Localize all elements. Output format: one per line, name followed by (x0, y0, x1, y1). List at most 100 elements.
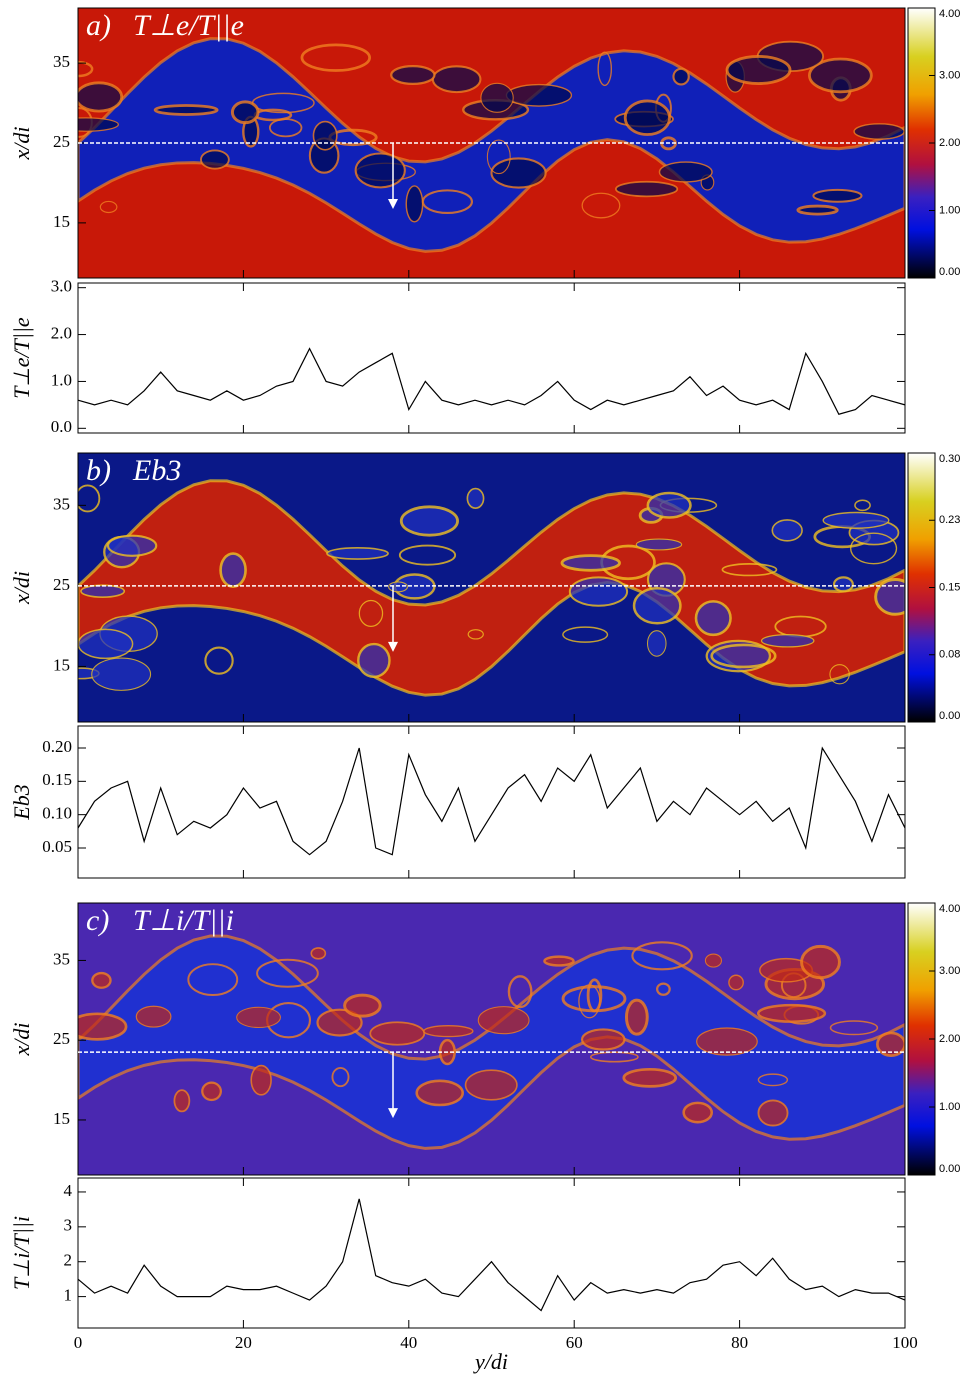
x-tick-label: 80 (731, 1333, 748, 1352)
vortex (623, 99, 671, 136)
vortex (200, 149, 230, 170)
y-tick-label: 3.0 (51, 277, 72, 296)
vortex (106, 534, 158, 557)
vortex (850, 532, 898, 565)
vortex (256, 958, 319, 988)
data-line (77, 1198, 906, 1312)
y-axis-label: Eb3 (9, 784, 34, 820)
y-tick-label: 4 (64, 1181, 73, 1200)
colorbar-tick-label: 1.00 (939, 1101, 960, 1113)
vortex (230, 100, 260, 125)
y-tick-label: 15 (53, 655, 70, 674)
panel-label: b) (86, 454, 111, 487)
colorbar-tick-label: 0.08 (939, 649, 960, 661)
vortex (560, 554, 621, 572)
vortex (615, 180, 679, 198)
data-line (77, 347, 906, 415)
vortex (622, 1067, 678, 1088)
y-tick-label: 0.15 (42, 770, 72, 789)
y-tick-label: 25 (53, 132, 70, 151)
vortex (78, 1012, 128, 1041)
vortex (486, 139, 511, 175)
vortex (728, 974, 744, 991)
vortex (829, 664, 850, 685)
data-line (77, 746, 906, 856)
vortex (399, 505, 459, 537)
vortex (672, 67, 690, 86)
vortex (78, 484, 101, 513)
vortex (854, 499, 871, 512)
vortex (656, 982, 671, 996)
vortex (562, 626, 609, 643)
vortex (357, 642, 391, 679)
arrow-head (388, 199, 398, 209)
vortex (431, 65, 482, 94)
vortex (78, 117, 119, 132)
colorbar-tick-label: 2.00 (939, 1033, 960, 1045)
vortex (597, 51, 613, 87)
vortex (568, 576, 629, 607)
x-tick-label: 40 (400, 1333, 417, 1352)
mixing-layer (78, 934, 905, 1150)
heatmap-image (78, 8, 905, 278)
y-tick-label: 35 (53, 494, 70, 513)
vortex (829, 1020, 879, 1036)
mixing-layer (78, 37, 905, 253)
vortex (578, 984, 601, 1019)
y-tick-label: 35 (53, 52, 70, 71)
y-tick-label: 0.20 (42, 737, 72, 756)
vortex (796, 204, 839, 216)
vortex (467, 629, 484, 640)
x-axis-label: y/di (473, 1349, 508, 1374)
colorbar-tick-label: 2.00 (939, 137, 960, 149)
vortex (423, 1025, 474, 1038)
frame (77, 1177, 906, 1329)
y-tick-label: 0.05 (42, 837, 72, 856)
vortex (405, 185, 424, 223)
y-axis-label: x/di (9, 127, 34, 161)
vortex (99, 200, 118, 214)
vortex (696, 1027, 758, 1056)
y-tick-label: 1 (64, 1286, 73, 1305)
y-tick-label: 15 (53, 212, 70, 231)
vortex (874, 577, 905, 616)
vortex (135, 1005, 172, 1028)
colorbar-tick-label: 1.00 (939, 204, 960, 216)
vortex (477, 1006, 530, 1035)
vortex (80, 584, 126, 599)
frame (77, 452, 906, 723)
vortex (632, 586, 682, 625)
vortex (694, 600, 732, 637)
x-tick-label: 0 (74, 1333, 83, 1352)
vortex (757, 1073, 789, 1087)
colorbar-tick-label: 3.00 (939, 965, 960, 977)
vortex (771, 519, 803, 542)
heatmap-image (78, 903, 905, 1175)
y-tick-label: 2.0 (51, 323, 72, 342)
vortex (398, 544, 457, 566)
y-tick-label: 2 (64, 1251, 73, 1270)
vortex (505, 83, 573, 107)
vortex (310, 947, 327, 960)
vortex (624, 998, 649, 1036)
colorbar-tick-label: 0.30 (939, 453, 960, 465)
vortex (800, 944, 841, 980)
vortex (631, 941, 693, 971)
vortex (812, 188, 863, 203)
colorbar-tick-label: 0.00 (939, 710, 960, 722)
frame (77, 282, 906, 434)
panel-title: T⊥e/T||e (133, 9, 244, 42)
vortex (635, 538, 683, 551)
vortex (466, 487, 485, 509)
panel-title: Eb3 (132, 454, 181, 487)
vortex (490, 157, 547, 189)
y-tick-label: 1.0 (51, 370, 72, 389)
panel-label: a) (86, 9, 111, 42)
vortex (153, 104, 219, 116)
colorbar: 0.00 1.00 2.00 3.00 4.00 (907, 902, 960, 1176)
vortex (822, 511, 890, 529)
vortex (586, 978, 603, 1013)
y-axis-label: x/di (9, 1023, 34, 1057)
vortex (756, 1003, 827, 1023)
